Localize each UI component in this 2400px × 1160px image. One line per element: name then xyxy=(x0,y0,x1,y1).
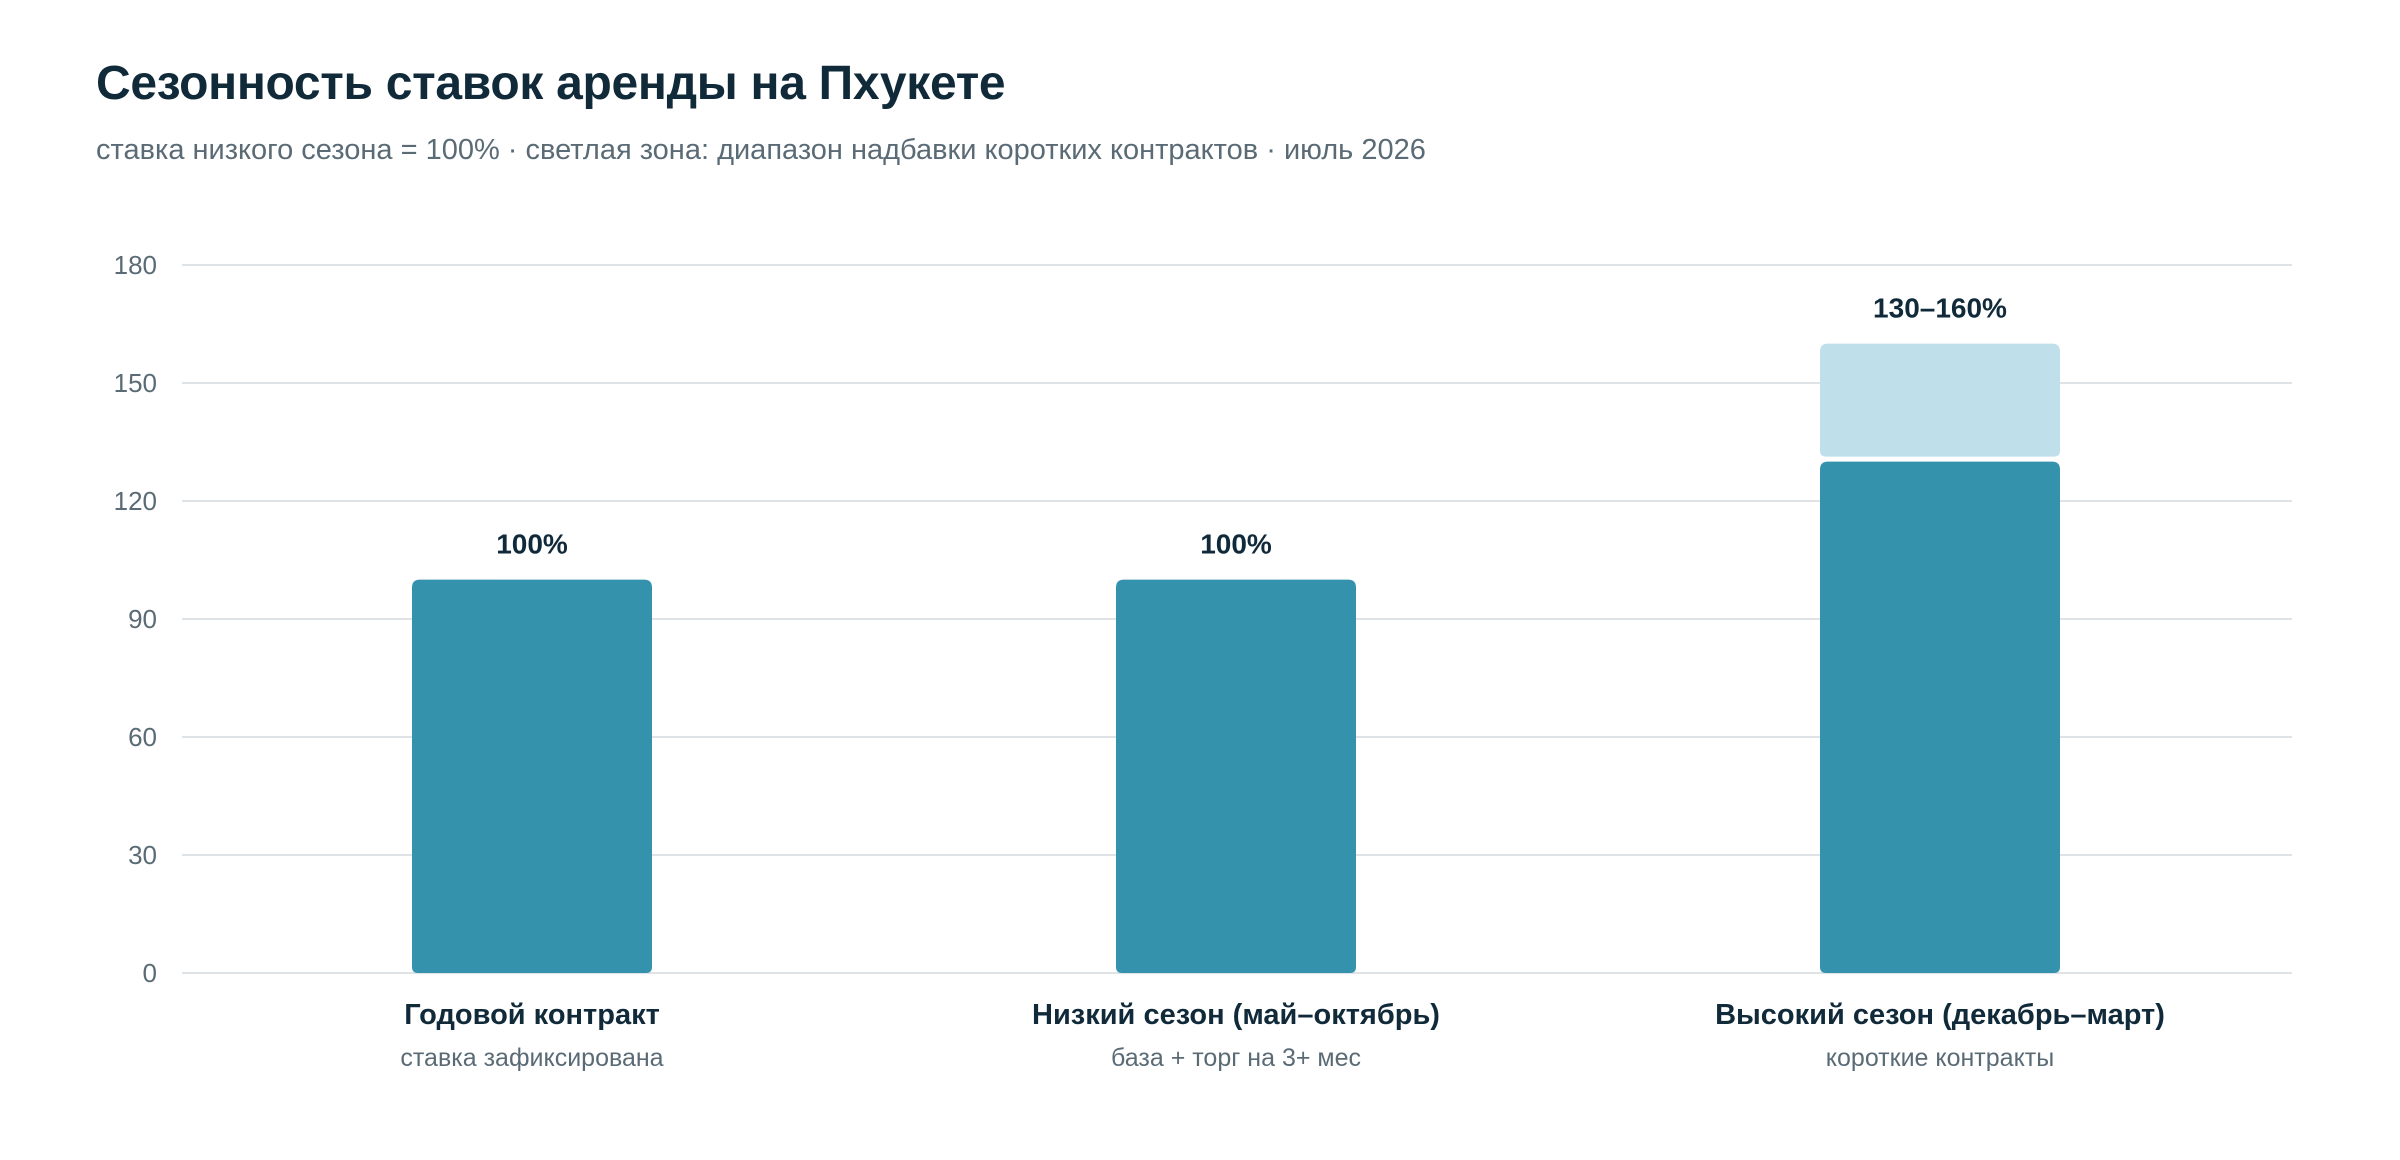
x-axis-categories: Годовой контракт ставка зафиксирована Низк… xyxy=(400,999,2165,1072)
y-tick-label: 120 xyxy=(114,486,157,516)
bar xyxy=(1820,461,2060,973)
category-sublabel: база + торг на 3+ мес xyxy=(1111,1044,1361,1072)
data-label: 100% xyxy=(496,529,568,560)
y-tick-label: 150 xyxy=(114,368,157,398)
y-tick-label: 0 xyxy=(143,958,157,988)
data-labels: 100% 100% 130–160% xyxy=(496,293,2007,560)
category-sublabel: короткие контракты xyxy=(1826,1044,2054,1072)
category-label: Низкий сезон (май–октябрь) xyxy=(1032,999,1440,1031)
y-tick-label: 30 xyxy=(128,840,157,870)
bar xyxy=(412,579,652,973)
chart-title: Сезонность ставок аренды на Пхукете xyxy=(96,57,1006,110)
data-label: 130–160% xyxy=(1873,293,2007,324)
y-tick-label: 180 xyxy=(114,250,157,280)
range-bar xyxy=(1820,343,2060,457)
y-tick-label: 60 xyxy=(128,722,157,752)
data-label: 100% xyxy=(1200,529,1272,560)
chart-subtitle: ставка низкого сезона = 100% · светлая з… xyxy=(96,134,1426,166)
category-sublabel: ставка зафиксирована xyxy=(400,1044,663,1072)
category-label: Высокий сезон (декабрь–март) xyxy=(1715,999,2165,1031)
bar xyxy=(1116,579,1356,973)
bars xyxy=(412,343,2060,973)
y-axis-ticks: 0 30 60 90 120 150 180 xyxy=(114,250,157,988)
category-label: Годовой контракт xyxy=(404,999,660,1031)
y-tick-label: 90 xyxy=(128,604,157,634)
